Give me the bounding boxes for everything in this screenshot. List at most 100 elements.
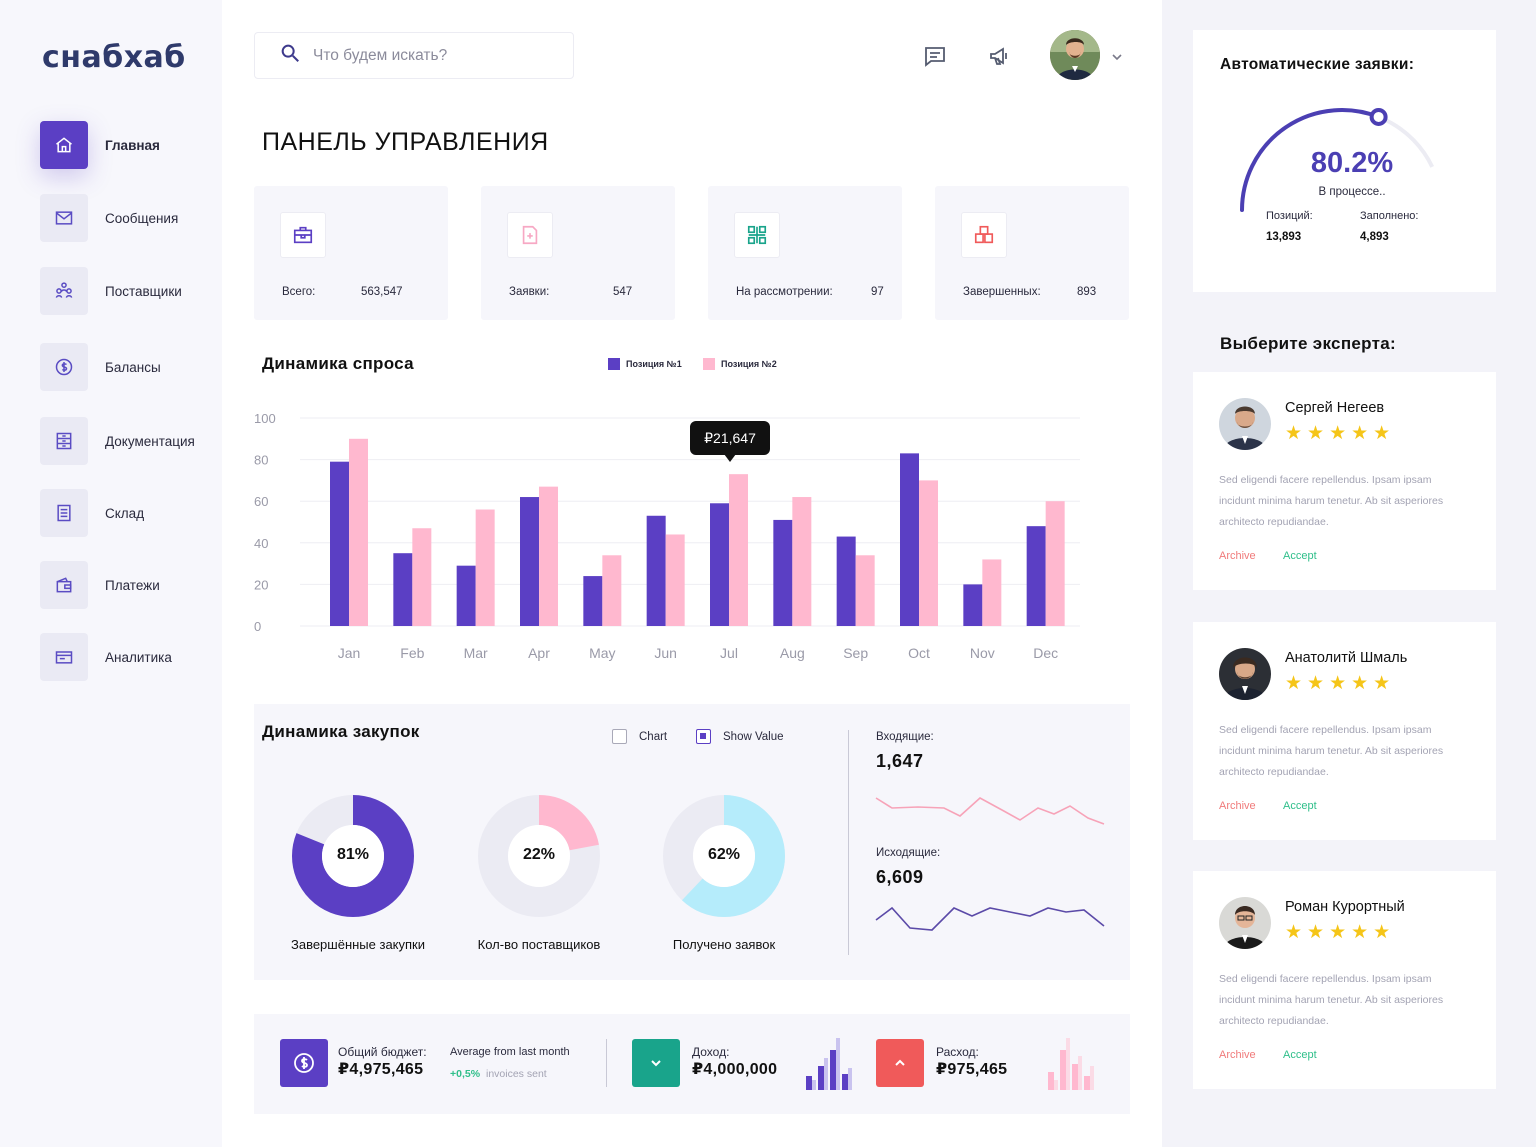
archive-link[interactable]: Archive	[1219, 550, 1256, 562]
analytics-icon	[40, 633, 88, 681]
bar-2-apr[interactable]	[539, 486, 558, 626]
bar-2-oct[interactable]	[919, 480, 938, 626]
sidebar-item-warehouse[interactable]: Склад	[40, 489, 220, 537]
bar-1-jul[interactable]	[710, 503, 729, 626]
chart-tooltip: ₽21,647	[690, 421, 770, 462]
positions-label: Позиций:	[1266, 210, 1313, 222]
chart-checkbox[interactable]: Chart	[612, 729, 667, 744]
boxes-icon	[961, 212, 1007, 258]
stat-card-requests[interactable]: Заявки: 547	[481, 186, 675, 320]
budget-change-suffix: invoices sent	[486, 1068, 547, 1080]
accept-link[interactable]: Accept	[1283, 1049, 1317, 1061]
filled-value: 4,893	[1360, 231, 1389, 243]
stat-value: 563,547	[361, 286, 403, 298]
bar-1-aug[interactable]	[773, 519, 793, 626]
x-tick-label: Sep	[843, 645, 868, 661]
accept-link[interactable]: Accept	[1283, 800, 1317, 812]
sidebar-item-messages[interactable]: Сообщения	[40, 194, 220, 242]
stat-card-total[interactable]: Всего: 563,547	[254, 186, 448, 320]
grid-icon	[734, 212, 780, 258]
sidebar-item-home[interactable]: Главная	[40, 121, 220, 169]
legend-series-2[interactable]: Позиция №2	[703, 358, 777, 370]
expert-name: Роман Курортный	[1285, 899, 1405, 915]
x-tick-label: Feb	[400, 645, 424, 661]
bar-2-sep[interactable]	[855, 555, 875, 626]
bar-2-jun[interactable]	[665, 534, 685, 626]
bar-1-jun[interactable]	[646, 515, 666, 626]
donut-percent: 81%	[336, 846, 370, 863]
divider	[848, 730, 849, 955]
user-avatar[interactable]	[1050, 30, 1100, 80]
incoming-label: Входящие:	[876, 731, 934, 743]
y-tick-label: 80	[254, 453, 268, 468]
experts-title: Выберите эксперта:	[1220, 334, 1396, 353]
sidebar-item-label: Платежи	[105, 577, 160, 593]
sidebar-item-balances[interactable]: Балансы	[40, 343, 220, 391]
budget-coin-icon	[280, 1039, 328, 1087]
warehouse-icon	[40, 489, 88, 537]
donut-hole	[508, 825, 570, 887]
sidebar-item-payments[interactable]: Платежи	[40, 561, 220, 609]
gauge-status: В процессе..	[1318, 186, 1386, 198]
bar-1-feb[interactable]	[393, 553, 413, 626]
search-icon	[279, 42, 301, 69]
legend-series-1[interactable]: Позиция №1	[608, 358, 682, 370]
expert-avatar	[1219, 648, 1271, 700]
incoming-sparkline	[875, 797, 1105, 825]
budget-label: Общий бюджет:	[338, 1045, 427, 1059]
show-value-checkbox[interactable]: Show Value	[696, 729, 784, 744]
archive-link[interactable]: Archive	[1219, 800, 1256, 812]
briefcase-icon	[280, 212, 326, 258]
bar-2-nov[interactable]	[982, 559, 1002, 626]
y-tick-label: 60	[254, 494, 268, 509]
expert-card[interactable]: Сергей Негеев ★★★★★ Sed eligendi facere …	[1193, 372, 1496, 590]
sidebar-item-analytics[interactable]: Аналитика	[40, 633, 220, 681]
stat-card-review[interactable]: На рассмотрении: 97	[708, 186, 902, 320]
bar-2-dec[interactable]	[1045, 501, 1065, 626]
bar-1-dec[interactable]	[1026, 526, 1046, 626]
bar-1-nov[interactable]	[963, 584, 983, 626]
search-input[interactable]	[313, 46, 553, 65]
checkbox-box[interactable]	[696, 729, 711, 744]
bar-2-feb[interactable]	[412, 528, 432, 626]
chevron-down-icon[interactable]	[1110, 50, 1124, 68]
sidebar-item-label: Склад	[105, 505, 145, 521]
search-bar[interactable]	[254, 32, 574, 79]
y-tick-label: 100	[254, 411, 276, 426]
expense-chevron-up-icon[interactable]	[876, 1039, 924, 1087]
income-chevron-down-icon[interactable]	[632, 1039, 680, 1087]
bar-1-may[interactable]	[583, 576, 603, 626]
megaphone-icon[interactable]	[985, 42, 1013, 70]
bar-2-may[interactable]	[602, 555, 622, 626]
bar-2-jan[interactable]	[349, 438, 368, 626]
y-tick-label: 0	[254, 619, 261, 634]
mail-icon	[40, 194, 88, 242]
budget-value: ₽4,975,465	[338, 1061, 424, 1078]
checkbox-box[interactable]	[612, 729, 627, 744]
x-tick-label: Aug	[780, 645, 805, 661]
bar-1-oct[interactable]	[900, 453, 919, 626]
sidebar-item-documentation[interactable]: Документация	[40, 417, 220, 465]
logo[interactable]: снабхаб	[42, 40, 186, 75]
bar-1-jan[interactable]	[330, 461, 349, 626]
incoming-value: 1,647	[876, 751, 924, 771]
archive-link[interactable]: Archive	[1219, 1049, 1256, 1061]
accept-link[interactable]: Accept	[1283, 550, 1317, 562]
stat-card-completed[interactable]: Завершенных: 893	[935, 186, 1129, 320]
bar-2-jul[interactable]	[729, 474, 748, 626]
auto-requests-card	[1193, 30, 1496, 292]
bar-2-mar[interactable]	[475, 509, 495, 626]
chat-icon[interactable]	[921, 42, 949, 70]
bar-1-sep[interactable]	[836, 536, 856, 626]
gauge-knob	[1369, 107, 1388, 126]
expert-card[interactable]: Анатолитй Шмаль ★★★★★ Sed eligendi facer…	[1193, 622, 1496, 840]
sidebar-item-label: Сообщения	[105, 210, 179, 226]
bar-2-aug[interactable]	[792, 497, 812, 626]
bar-1-mar[interactable]	[456, 565, 476, 626]
expert-avatar	[1219, 897, 1271, 949]
expert-card[interactable]: Роман Курортный ★★★★★ Sed eligendi facer…	[1193, 871, 1496, 1089]
sidebar-item-suppliers[interactable]: Поставщики	[40, 267, 220, 315]
expert-description: Sed eligendi facere repellendus. Ipsam i…	[1219, 474, 1444, 528]
star-rating-icon: ★★★★★	[1285, 922, 1396, 943]
bar-1-apr[interactable]	[520, 497, 539, 626]
